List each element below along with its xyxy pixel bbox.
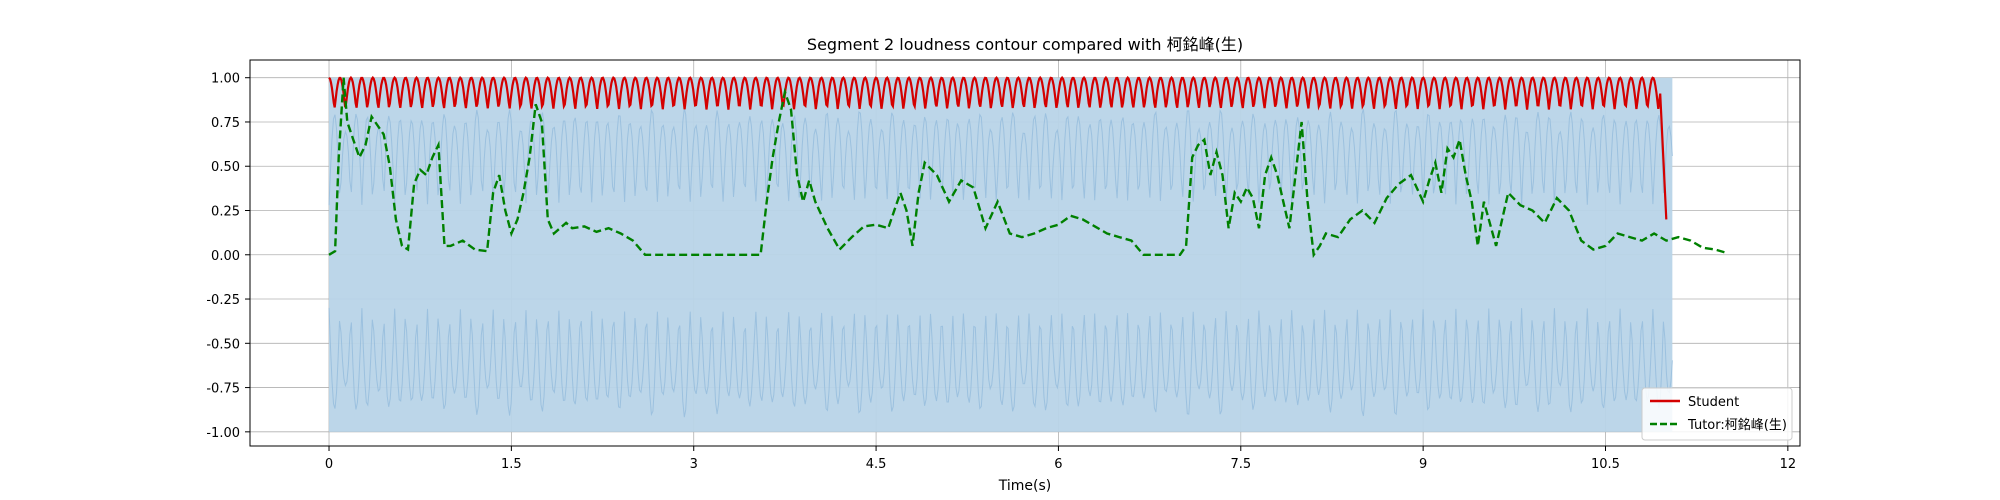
x-tick-label: 0	[325, 457, 333, 472]
y-tick-label: 0.75	[211, 116, 240, 131]
x-axis-label: Time(s)	[998, 478, 1051, 494]
legend: Student Tutor:柯銘峰(生)	[1641, 387, 1793, 441]
series-line-tutor	[328, 77, 1728, 259]
x-tick-label: 3	[690, 457, 698, 472]
x-tick-label: 10.5	[1591, 457, 1620, 472]
y-tick-label: -0.50	[206, 337, 240, 352]
y-tick-label: 1.00	[211, 72, 240, 87]
y-tick-label: -1.00	[206, 426, 240, 441]
x-tick-label: 12	[1780, 457, 1797, 472]
y-tick-label: 0.00	[211, 249, 240, 264]
plot-frame	[249, 59, 1801, 447]
series-lines	[328, 75, 1728, 259]
series-line-student	[328, 75, 1668, 220]
x-tick-label: 1.5	[501, 457, 522, 472]
x-tick-label: 6	[1054, 457, 1062, 472]
y-tick-label: -0.25	[206, 293, 240, 308]
x-axis-ticks: 0 1.5 3 4.5 6 7.5 9 10.5 12	[325, 446, 1796, 472]
y-tick-label: 0.50	[211, 160, 240, 175]
y-tick-label: -0.75	[206, 382, 240, 397]
y-axis-ticks: 1.00 0.75 0.50 0.25 0.00 -0.25 -0.50 -0.75 -1.00	[206, 72, 250, 441]
waveform-lower-ridge	[328, 307, 1673, 418]
legend-label-tutor: Tutor:柯銘峰(生)	[1687, 418, 1787, 433]
y-tick-label: 0.25	[211, 205, 240, 220]
x-tick-label: 4.5	[866, 457, 887, 472]
waveform-upper-ridge	[328, 108, 1673, 206]
chart-title: Segment 2 loudness contour compared with…	[807, 35, 1243, 54]
x-tick-label: 7.5	[1230, 457, 1251, 472]
x-tick-label: 9	[1419, 457, 1427, 472]
legend-label-student: Student	[1688, 395, 1739, 410]
waveform-area	[328, 77, 1673, 432]
